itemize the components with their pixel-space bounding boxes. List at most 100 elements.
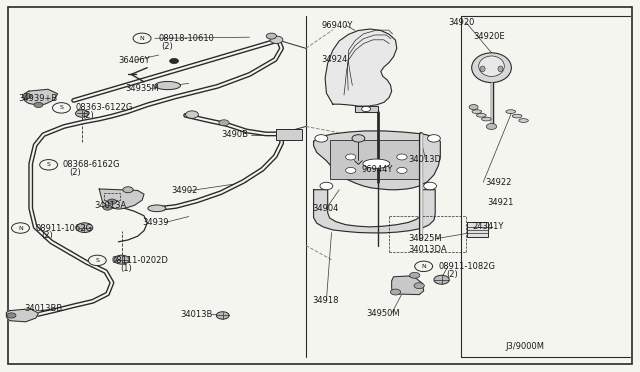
Text: (2): (2) bbox=[161, 42, 173, 51]
Text: 34935M: 34935M bbox=[125, 84, 159, 93]
Text: 08911-1082G: 08911-1082G bbox=[438, 262, 495, 271]
Polygon shape bbox=[355, 106, 378, 112]
Text: 08911-1062G: 08911-1062G bbox=[35, 224, 92, 232]
Text: 34924: 34924 bbox=[321, 55, 348, 64]
Polygon shape bbox=[392, 276, 424, 295]
Text: 34013DA: 34013DA bbox=[408, 246, 447, 254]
Circle shape bbox=[7, 313, 16, 318]
Circle shape bbox=[414, 283, 424, 289]
Text: 96944Y: 96944Y bbox=[362, 165, 393, 174]
Ellipse shape bbox=[472, 110, 482, 113]
Polygon shape bbox=[24, 89, 58, 105]
Bar bbox=[104, 193, 120, 200]
Circle shape bbox=[186, 111, 198, 118]
Circle shape bbox=[397, 167, 407, 173]
Text: 34939: 34939 bbox=[142, 218, 168, 227]
Text: J3/9000M: J3/9000M bbox=[506, 342, 545, 351]
Text: 34939+B: 34939+B bbox=[18, 94, 57, 103]
Text: 24341Y: 24341Y bbox=[472, 222, 504, 231]
Circle shape bbox=[12, 223, 29, 233]
Circle shape bbox=[270, 36, 283, 44]
Circle shape bbox=[133, 33, 151, 44]
Ellipse shape bbox=[480, 66, 485, 71]
Text: 08368-6162G: 08368-6162G bbox=[63, 160, 120, 169]
Text: 34902: 34902 bbox=[172, 186, 198, 195]
Ellipse shape bbox=[513, 114, 522, 118]
Text: 34013B: 34013B bbox=[180, 310, 213, 319]
Bar bbox=[467, 222, 488, 237]
Text: 34013A: 34013A bbox=[95, 201, 127, 210]
Text: (1): (1) bbox=[120, 264, 132, 273]
Text: 34922: 34922 bbox=[485, 178, 511, 187]
Text: (2): (2) bbox=[82, 111, 93, 120]
Ellipse shape bbox=[148, 205, 166, 212]
Text: 96940Y: 96940Y bbox=[321, 21, 353, 30]
Circle shape bbox=[266, 33, 276, 39]
Bar bbox=[330, 140, 422, 179]
Circle shape bbox=[415, 261, 433, 272]
Circle shape bbox=[219, 120, 229, 126]
Ellipse shape bbox=[472, 53, 511, 83]
Text: N: N bbox=[140, 36, 145, 41]
Polygon shape bbox=[314, 190, 435, 233]
Text: 34950M: 34950M bbox=[366, 309, 400, 318]
Text: N: N bbox=[18, 225, 23, 231]
Text: 34904: 34904 bbox=[312, 204, 339, 213]
Text: S: S bbox=[47, 162, 51, 167]
Text: 34918: 34918 bbox=[312, 296, 339, 305]
Circle shape bbox=[424, 182, 436, 190]
Circle shape bbox=[170, 58, 179, 64]
Circle shape bbox=[390, 289, 401, 295]
Text: (2): (2) bbox=[69, 168, 81, 177]
Text: 36406Y: 36406Y bbox=[118, 56, 150, 65]
Text: 08111-0202D: 08111-0202D bbox=[111, 256, 168, 265]
Text: S: S bbox=[95, 258, 99, 263]
Polygon shape bbox=[325, 29, 397, 106]
Circle shape bbox=[103, 205, 112, 210]
Circle shape bbox=[469, 105, 478, 110]
Circle shape bbox=[216, 312, 229, 319]
Circle shape bbox=[114, 255, 129, 264]
Polygon shape bbox=[6, 309, 38, 322]
Text: N: N bbox=[421, 264, 426, 269]
Ellipse shape bbox=[476, 113, 486, 117]
Circle shape bbox=[123, 187, 133, 193]
Circle shape bbox=[486, 124, 497, 129]
Ellipse shape bbox=[481, 117, 492, 121]
Circle shape bbox=[346, 167, 356, 173]
Ellipse shape bbox=[506, 110, 516, 113]
Circle shape bbox=[346, 154, 356, 160]
Circle shape bbox=[410, 272, 420, 278]
Circle shape bbox=[428, 135, 440, 142]
Circle shape bbox=[40, 160, 58, 170]
Circle shape bbox=[76, 110, 88, 117]
Text: (2): (2) bbox=[447, 270, 458, 279]
Text: 34013D: 34013D bbox=[408, 155, 442, 164]
Ellipse shape bbox=[155, 81, 180, 90]
Text: 3490B: 3490B bbox=[221, 130, 248, 139]
Polygon shape bbox=[314, 131, 440, 190]
Circle shape bbox=[320, 182, 333, 190]
Circle shape bbox=[434, 275, 449, 284]
Text: 08918-10610: 08918-10610 bbox=[159, 34, 214, 43]
Circle shape bbox=[315, 135, 328, 142]
Circle shape bbox=[88, 255, 106, 266]
Circle shape bbox=[362, 106, 371, 112]
Circle shape bbox=[397, 154, 407, 160]
Polygon shape bbox=[99, 189, 144, 209]
Ellipse shape bbox=[479, 56, 504, 77]
Text: (2): (2) bbox=[42, 231, 53, 240]
Ellipse shape bbox=[363, 159, 390, 168]
Text: 34920E: 34920E bbox=[474, 32, 505, 41]
Text: 08363-6122G: 08363-6122G bbox=[76, 103, 133, 112]
Text: 34013BB: 34013BB bbox=[24, 304, 63, 312]
Ellipse shape bbox=[498, 66, 503, 71]
Text: 34925M: 34925M bbox=[408, 234, 442, 243]
Circle shape bbox=[352, 135, 365, 142]
Circle shape bbox=[22, 93, 31, 99]
Text: 34921: 34921 bbox=[488, 198, 514, 207]
Circle shape bbox=[52, 103, 70, 113]
Text: 34920: 34920 bbox=[448, 18, 474, 27]
Circle shape bbox=[108, 199, 116, 204]
Circle shape bbox=[34, 102, 43, 108]
